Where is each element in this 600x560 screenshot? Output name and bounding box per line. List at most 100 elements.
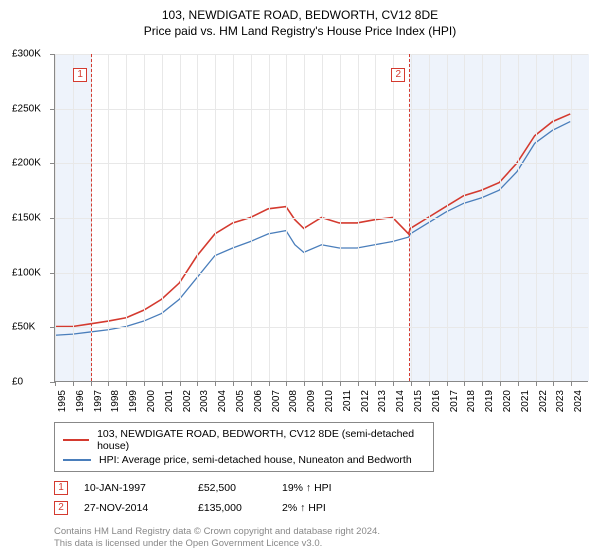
xaxis-label: 2005 <box>235 390 246 412</box>
xtick <box>447 381 448 386</box>
gridline-vertical <box>358 54 359 381</box>
gridline-vertical <box>447 54 448 381</box>
xtick <box>553 381 554 386</box>
xtick <box>536 381 537 386</box>
xaxis-label: 2000 <box>146 390 157 412</box>
gridline-vertical <box>304 54 305 381</box>
gridline-vertical <box>251 54 252 381</box>
gridline-vertical <box>464 54 465 381</box>
xaxis-label: 2012 <box>360 390 371 412</box>
legend-swatch <box>63 459 91 461</box>
xtick <box>429 381 430 386</box>
gridline-vertical <box>233 54 234 381</box>
xaxis-label: 2020 <box>502 390 513 412</box>
xtick <box>197 381 198 386</box>
gridline-vertical <box>429 54 430 381</box>
xtick <box>269 381 270 386</box>
chart-subtitle: Price paid vs. HM Land Registry's House … <box>12 24 588 38</box>
chart-container: 103, NEWDIGATE ROAD, BEDWORTH, CV12 8DE … <box>0 0 600 560</box>
series-property <box>55 114 570 327</box>
xaxis-label: 2011 <box>342 390 353 412</box>
legend-label: 103, NEWDIGATE ROAD, BEDWORTH, CV12 8DE … <box>97 428 425 452</box>
xtick <box>215 381 216 386</box>
xaxis-label: 1998 <box>110 390 121 412</box>
sale-date: 27-NOV-2014 <box>84 502 194 514</box>
gridline-vertical <box>571 54 572 381</box>
gridline-vertical <box>180 54 181 381</box>
xtick <box>411 381 412 386</box>
xtick <box>162 381 163 386</box>
sale-diff: 19% ↑ HPI <box>282 482 382 494</box>
sale-marker-icon: 1 <box>54 481 68 495</box>
xtick <box>518 381 519 386</box>
legend-swatch <box>63 439 89 441</box>
sale-marker-box: 2 <box>391 68 405 82</box>
gridline-vertical <box>126 54 127 381</box>
xtick <box>108 381 109 386</box>
legend-item: HPI: Average price, semi-detached house,… <box>63 453 425 467</box>
gridline-vertical <box>162 54 163 381</box>
xaxis-label: 2019 <box>484 390 495 412</box>
xaxis-label: 2001 <box>164 390 175 412</box>
legend-item: 103, NEWDIGATE ROAD, BEDWORTH, CV12 8DE … <box>63 427 425 453</box>
xaxis-label: 1995 <box>57 390 68 412</box>
xaxis-label: 2016 <box>431 390 442 412</box>
sale-price: £52,500 <box>198 482 278 494</box>
gridline-vertical <box>500 54 501 381</box>
chart-area: 12 £0£50K£100K£150K£200K£250K£300K199519… <box>12 46 588 416</box>
gridline-vertical <box>375 54 376 381</box>
xtick <box>126 381 127 386</box>
chart-title: 103, NEWDIGATE ROAD, BEDWORTH, CV12 8DE <box>12 8 588 22</box>
xtick <box>500 381 501 386</box>
sale-diff: 2% ↑ HPI <box>282 502 382 514</box>
xaxis-label: 2024 <box>573 390 584 412</box>
xtick <box>464 381 465 386</box>
gridline-vertical <box>108 54 109 381</box>
xaxis-label: 2009 <box>306 390 317 412</box>
yaxis-label: £300K <box>12 49 41 60</box>
xtick <box>55 381 56 386</box>
xtick <box>358 381 359 386</box>
gridline-vertical <box>269 54 270 381</box>
gridline-vertical <box>73 54 74 381</box>
gridline-vertical <box>197 54 198 381</box>
xtick <box>180 381 181 386</box>
yaxis-label: £250K <box>12 103 41 114</box>
xaxis-label: 2004 <box>217 390 228 412</box>
xtick <box>304 381 305 386</box>
xaxis-label: 2008 <box>288 390 299 412</box>
gridline-vertical <box>144 54 145 381</box>
xaxis-label: 2017 <box>449 390 460 412</box>
xaxis-label: 2007 <box>271 390 282 412</box>
xtick <box>340 381 341 386</box>
sales-table: 110-JAN-1997£52,50019% ↑ HPI227-NOV-2014… <box>54 478 588 518</box>
legend: 103, NEWDIGATE ROAD, BEDWORTH, CV12 8DE … <box>54 422 434 472</box>
sale-marker-line <box>91 54 92 381</box>
xtick <box>233 381 234 386</box>
xaxis-label: 2002 <box>182 390 193 412</box>
xtick <box>286 381 287 386</box>
xaxis-label: 2022 <box>538 390 549 412</box>
legend-label: HPI: Average price, semi-detached house,… <box>99 454 412 466</box>
xaxis-label: 2015 <box>413 390 424 412</box>
gridline-vertical <box>536 54 537 381</box>
sale-price: £135,000 <box>198 502 278 514</box>
yaxis-label: £200K <box>12 158 41 169</box>
xtick <box>375 381 376 386</box>
xaxis-label: 2021 <box>520 390 531 412</box>
sale-date: 10-JAN-1997 <box>84 482 194 494</box>
xaxis-label: 2013 <box>377 390 388 412</box>
xaxis-label: 2018 <box>466 390 477 412</box>
xtick <box>144 381 145 386</box>
gridline-vertical <box>393 54 394 381</box>
sale-marker-line <box>409 54 410 381</box>
attribution: Contains HM Land Registry data © Crown c… <box>54 526 588 551</box>
plot-region: 12 <box>54 54 588 382</box>
yaxis-label: £100K <box>12 267 41 278</box>
xtick <box>571 381 572 386</box>
gridline-vertical <box>411 54 412 381</box>
series-hpi <box>55 122 570 336</box>
xtick <box>322 381 323 386</box>
attribution-line2: This data is licensed under the Open Gov… <box>54 538 588 550</box>
xtick <box>73 381 74 386</box>
